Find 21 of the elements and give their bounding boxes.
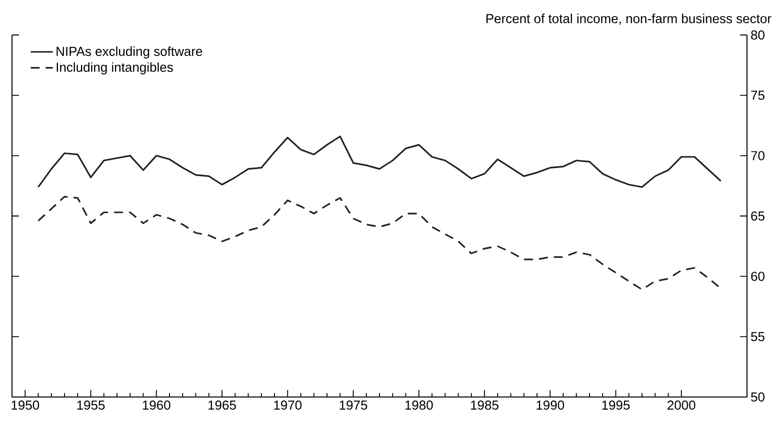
x-tick-label: 1950 [12, 400, 40, 410]
y-tick-label: 80 [751, 30, 764, 40]
x-tick-label: 1965 [208, 400, 236, 410]
y-tick-label: 70 [751, 151, 764, 160]
y-axis-title: Percent of total income, non-farm business sector [486, 14, 772, 25]
x-tick-label: 1995 [602, 400, 630, 410]
y-tick-label: 50 [751, 392, 764, 402]
legend-label: Including intangibles [56, 62, 173, 74]
y-tick-label: 75 [751, 90, 764, 100]
x-tick-label: 1990 [536, 400, 564, 410]
legend-label: NIPAs excluding software [56, 46, 202, 59]
y-tick-label: 65 [751, 211, 764, 221]
y-tick-label: 60 [751, 272, 764, 281]
x-tick-label: 1980 [405, 400, 433, 410]
x-tick-label: 1955 [77, 400, 105, 410]
x-tick-label: 1960 [142, 400, 170, 410]
x-tick-label: 1985 [471, 400, 498, 410]
x-tick-label: 1970 [274, 400, 302, 410]
x-tick-label: 2000 [668, 400, 696, 410]
y-tick-label: 55 [751, 332, 764, 342]
x-tick-label: 1975 [340, 400, 368, 410]
